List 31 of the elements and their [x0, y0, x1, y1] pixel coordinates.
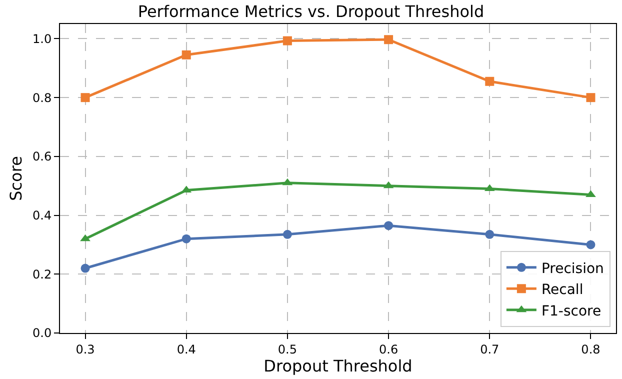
- point: [282, 36, 292, 46]
- y-tick-label: 0.2: [32, 267, 52, 282]
- point: [282, 230, 292, 239]
- y-tick-label: 0.8: [32, 90, 52, 105]
- point: [586, 93, 596, 102]
- point: [80, 234, 90, 242]
- x-tick-label: 0.4: [176, 342, 196, 356]
- x-axis-title: Dropout Threshold: [264, 356, 412, 376]
- y-axis-title: Score: [6, 156, 26, 201]
- y-tick-label: 1.0: [32, 32, 52, 46]
- point: [182, 50, 191, 60]
- x-tick-label: 0.7: [480, 342, 500, 356]
- x-tick-label: 0.5: [278, 342, 297, 356]
- point: [586, 240, 596, 250]
- x-tick-label: 0.8: [581, 342, 600, 356]
- y-tick-label: 0.6: [32, 150, 52, 164]
- y-tick-label: 0.4: [32, 208, 52, 222]
- legend-label: Precision: [541, 260, 604, 277]
- x-tick-label: 0.6: [379, 342, 398, 356]
- point: [182, 234, 191, 244]
- point: [485, 76, 494, 86]
- point: [384, 35, 394, 44]
- y-tick-label: 0.0: [32, 326, 52, 340]
- point: [384, 221, 394, 230]
- point: [80, 264, 90, 273]
- chart-title: Performance Metrics vs. Dropout Threshold: [138, 2, 484, 21]
- point: [485, 230, 494, 239]
- x-tick-label: 0.3: [76, 342, 95, 356]
- point: [80, 93, 90, 102]
- legend-label: F1-score: [541, 303, 602, 320]
- legend-label: Recall: [541, 282, 584, 298]
